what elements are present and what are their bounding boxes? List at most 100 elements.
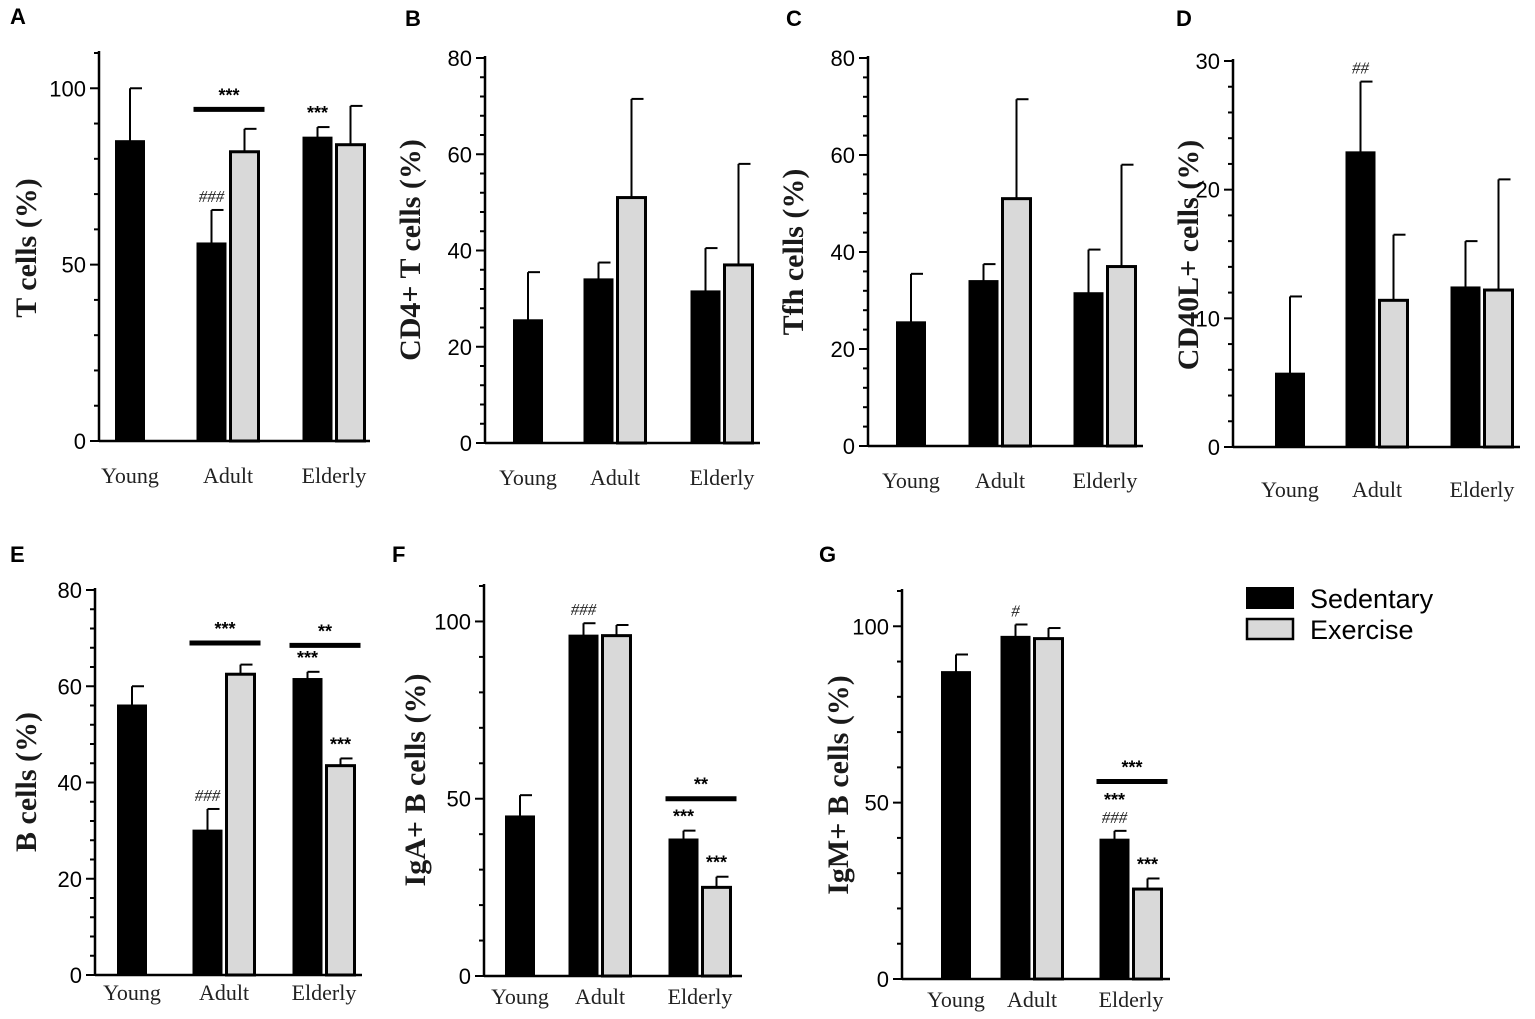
significance-mark: ***: [1137, 854, 1158, 874]
y-tick-label-e: 20: [58, 867, 82, 892]
y-tick-label-c: 80: [831, 46, 855, 71]
y-tick-label-b: 80: [448, 46, 472, 71]
y-tick-label-c: 20: [831, 337, 855, 362]
x-tick-label-a: Elderly: [302, 463, 367, 488]
y-tick-label-a: 0: [74, 429, 86, 454]
x-tick-label-f: Adult: [575, 984, 625, 1009]
x-tick-label-b: Young: [499, 465, 557, 490]
bar-sedentary: [568, 634, 599, 977]
x-tick-label-g: Elderly: [1099, 987, 1164, 1012]
y-tick-label-d: 20: [1196, 178, 1220, 203]
bar-exercise: [1483, 288, 1514, 449]
bar-sedentary: [292, 678, 323, 976]
bar-exercise: [225, 672, 256, 977]
panel-letter-e: E: [10, 542, 25, 567]
significance-mark: **: [318, 621, 332, 641]
y-tick-label-g: 0: [877, 967, 889, 992]
panel-a: A T cells (%) 0 50 100 Young Adult Elderly *** ##…: [10, 4, 370, 488]
bar-exercise: [325, 764, 356, 977]
significance-mark: ***: [706, 853, 727, 873]
bar-sedentary: [690, 290, 721, 444]
significance-mark: ***: [214, 619, 235, 639]
bar-exercise: [601, 634, 632, 978]
bar-sedentary: [513, 319, 543, 444]
bar-sedentary: [1450, 286, 1481, 448]
x-tick-label-c: Adult: [975, 468, 1025, 493]
legend-label-sedentary: Sedentary: [1310, 584, 1434, 614]
y-tick-label-e: 0: [70, 963, 82, 988]
y-tick-label-e: 40: [58, 771, 82, 796]
bar-exercise: [1378, 298, 1409, 449]
y-tick-label-g: 100: [852, 614, 889, 639]
y-tick-label-b: 40: [448, 239, 472, 264]
panel-b: B CD4+ T cells (%) 0 20 40 60 80 Young Adult Elde…: [394, 6, 760, 490]
y-tick-label-f: 100: [434, 609, 471, 634]
bar-sedentary: [941, 671, 971, 980]
panel-d: D CD40L+ cells (%) 0 10 20 30 Young Adult Elderl…: [1172, 6, 1520, 502]
y-axis-label-b: CD4+ T cells (%): [394, 139, 427, 361]
y-tick-label-e: 80: [58, 578, 82, 603]
bar-sedentary: [1000, 635, 1031, 980]
legend: Sedentary Exercise: [1245, 584, 1434, 645]
x-tick-label-e: Young: [103, 980, 161, 1005]
bar-exercise: [1132, 887, 1163, 981]
x-tick-label-b: Adult: [590, 465, 640, 490]
bar-sedentary: [583, 278, 614, 444]
x-tick-label-d: Young: [1261, 477, 1319, 502]
hash-mark: ###: [195, 786, 221, 805]
y-tick-label-d: 10: [1196, 306, 1220, 331]
bar-sedentary: [117, 704, 147, 976]
bar-sedentary: [1275, 372, 1305, 448]
legend-label-exercise: Exercise: [1310, 615, 1414, 645]
panel-letter-f: F: [392, 542, 405, 567]
significance-mark: ***: [673, 807, 694, 827]
x-tick-label-e: Adult: [199, 980, 249, 1005]
panel-g: G IgM+ B cells (%) 0 50 100 Young Adult Elderly…: [819, 542, 1170, 1012]
hash-mark: ###: [571, 600, 597, 619]
bar-sedentary: [668, 838, 699, 977]
panel-f: F IgA+ B cells (%) 0 50 100 Young Adult Elderly…: [392, 542, 742, 1009]
legend-swatch-sedentary: [1246, 587, 1294, 609]
y-tick-label-c: 40: [831, 240, 855, 265]
x-tick-label-g: Young: [927, 987, 985, 1012]
x-tick-label-d: Elderly: [1450, 477, 1515, 502]
bar-exercise: [1033, 637, 1064, 981]
y-tick-label-e: 60: [58, 674, 82, 699]
x-tick-label-f: Elderly: [668, 984, 733, 1009]
y-tick-label-a: 50: [62, 253, 86, 278]
x-tick-label-e: Elderly: [292, 980, 357, 1005]
x-tick-label-f: Young: [491, 984, 549, 1009]
bar-sedentary: [968, 280, 999, 447]
y-tick-label-c: 0: [843, 434, 855, 459]
bar-exercise: [701, 885, 732, 978]
y-tick-label-c: 60: [831, 143, 855, 168]
y-axis-label-d: CD40L+ cells (%): [1172, 140, 1205, 370]
panel-letter-a: A: [10, 4, 26, 29]
hash-mark: ##: [1352, 59, 1370, 78]
bar-exercise: [229, 150, 260, 443]
significance-mark: ***: [297, 648, 318, 668]
significance-mark: **: [694, 775, 708, 795]
significance-mark: ***: [1104, 790, 1125, 810]
bar-sedentary: [1099, 838, 1130, 980]
panel-e: E B cells (%) 0 20 40 60 80 Young Adult Elderly **…: [10, 542, 362, 1005]
significance-mark: ***: [218, 85, 239, 105]
y-tick-label-g: 50: [865, 791, 889, 816]
x-tick-label-g: Adult: [1007, 987, 1057, 1012]
bar-sedentary: [896, 321, 926, 448]
y-tick-label-a: 100: [49, 76, 86, 101]
bar-sedentary: [505, 815, 535, 977]
bar-sedentary: [302, 136, 333, 442]
y-axis-label-a: T cells (%): [10, 178, 43, 317]
hash-mark: ###: [199, 187, 225, 206]
bar-exercise: [335, 143, 366, 443]
y-tick-label-f: 50: [447, 787, 471, 812]
panel-letter-d: D: [1176, 6, 1192, 31]
y-axis-label-c: Tfh cells (%): [777, 169, 810, 336]
x-tick-label-a: Adult: [203, 463, 253, 488]
bar-sedentary: [115, 140, 145, 442]
panel-letter-b: B: [405, 6, 421, 31]
bar-exercise: [723, 263, 754, 445]
x-tick-label-b: Elderly: [690, 465, 755, 490]
